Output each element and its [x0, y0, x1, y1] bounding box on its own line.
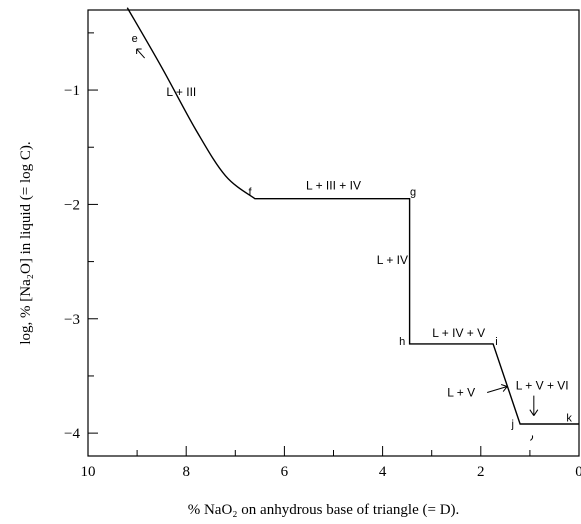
arrow-lvvi: [529, 395, 539, 416]
region-label: L + V + VI: [516, 379, 569, 393]
point-label-f: f: [248, 186, 252, 198]
x-tick-label: 6: [281, 464, 289, 480]
region-label: L + IV + V: [432, 326, 485, 340]
x-axis-title: % NaO₂ on anhydrous base of triangle (= …: [188, 502, 460, 518]
x-tick-label: 8: [182, 464, 190, 480]
point-label-e: e: [132, 33, 138, 45]
x-tick-label: 2: [477, 464, 485, 480]
annotations: e f g h i j k L + III L + III + IV L + IV L + IV +…: [132, 33, 572, 441]
axis-ticks: [87, 32, 580, 456]
series-group: [126, 7, 579, 425]
x-tick-label: 4: [379, 464, 387, 480]
x-tick-labels: 10 8 6 4 2 0: [81, 464, 581, 480]
arrow-e: [136, 48, 146, 59]
region-label: L + III + IV: [306, 179, 361, 193]
x-tick-label: 10: [81, 464, 96, 480]
point-label-i: i: [495, 336, 497, 348]
arrow-lv: [487, 384, 508, 394]
y-axis-title: log, % [Na₂O] in liquid (= log C).: [18, 141, 34, 344]
point-label-g: g: [410, 186, 416, 198]
y-tick-label: −1: [64, 83, 80, 99]
point-label-j: j: [510, 418, 513, 430]
region-label: L + IV: [377, 253, 408, 267]
x-tick-label: 0: [575, 464, 581, 480]
region-label: L + V: [447, 386, 475, 400]
y-tick-label: −3: [64, 312, 80, 328]
comma-mark: [530, 435, 534, 441]
y-tick-label: −4: [64, 426, 80, 442]
point-label-k: k: [566, 413, 572, 425]
region-label: L + III: [166, 85, 196, 99]
y-tick-label: −2: [64, 197, 80, 213]
y-tick-labels: −1 −2 −3 −4: [64, 83, 80, 442]
point-label-h: h: [399, 336, 405, 348]
series-line: [126, 7, 579, 425]
